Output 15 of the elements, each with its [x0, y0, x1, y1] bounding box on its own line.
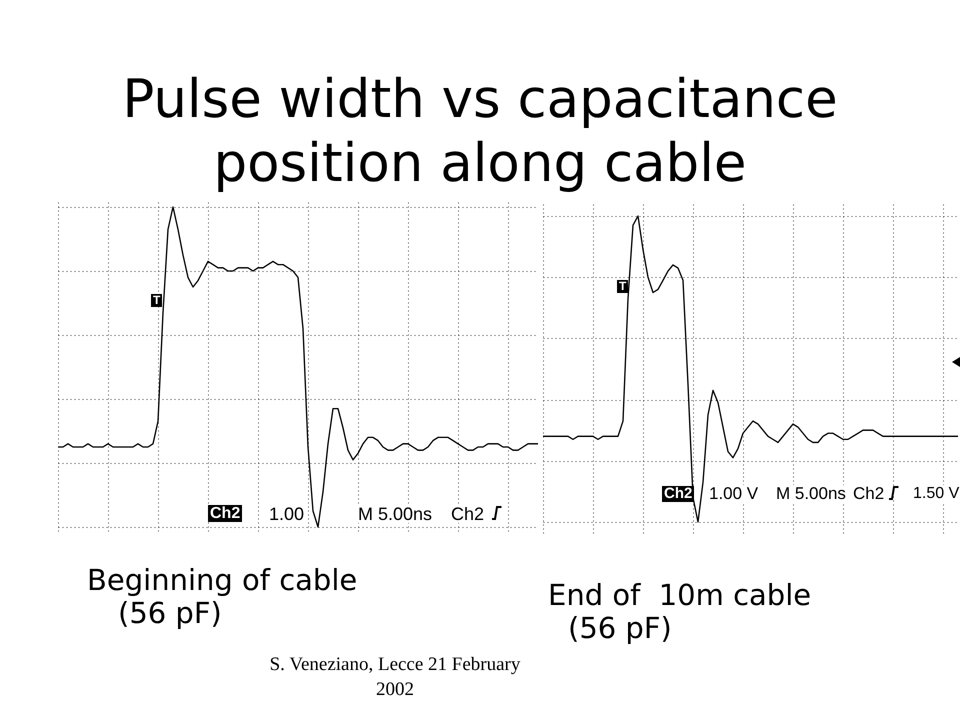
annotation: Ch2	[662, 485, 694, 502]
x-axis-title: Beginning of cable (56 pF)	[87, 563, 358, 630]
annotation: Ch2	[208, 505, 242, 522]
annotation: T	[151, 293, 162, 307]
annotation: Ch2	[450, 504, 486, 524]
annotation: T	[617, 279, 628, 293]
annotation: 1.50 V	[912, 485, 960, 502]
x-axis-title: End of 10m cable (56 pF)	[548, 578, 812, 645]
annotation: Ch2	[852, 484, 886, 503]
annotation: M 5.00ns	[357, 504, 434, 524]
annotation: M 5.00ns	[775, 484, 847, 503]
text: S. Veneziano, Lecce 21 February 2002	[268, 653, 522, 702]
annotation: 1.00 V	[708, 484, 760, 503]
chart-title: Pulse width vs capacitance position along cable	[121, 68, 839, 196]
annotation: 1.00	[268, 504, 306, 524]
